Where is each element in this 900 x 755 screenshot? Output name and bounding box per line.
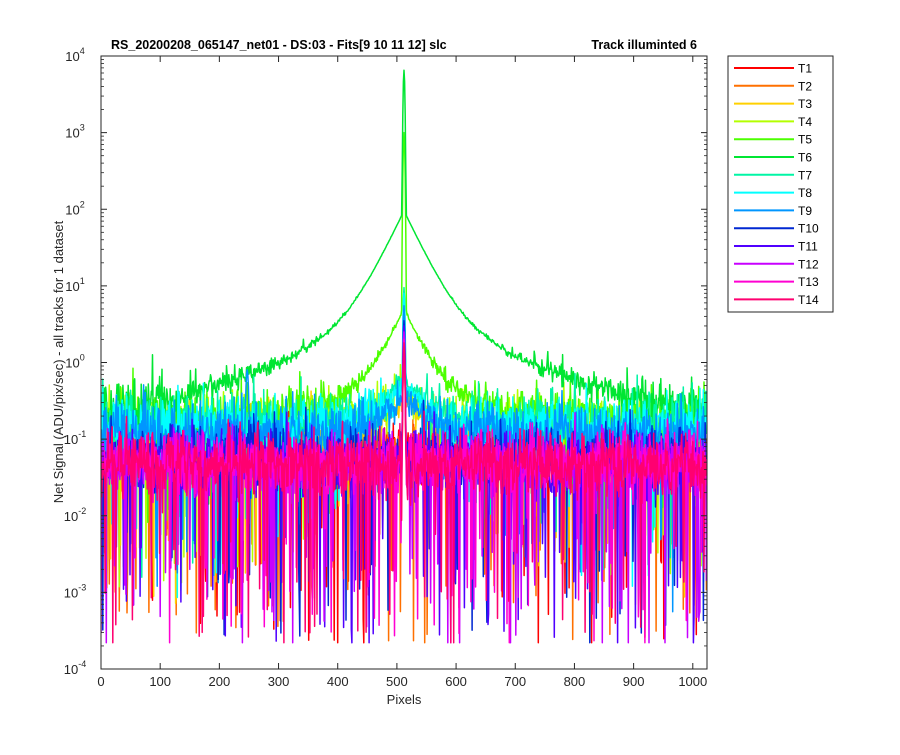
y-tick-base: 10 — [64, 585, 78, 600]
y-tick-base: 10 — [65, 126, 79, 141]
y-tick-exponent: -3 — [78, 582, 86, 592]
y-tick-base: 10 — [65, 356, 79, 371]
y-tick-exponent: 4 — [80, 46, 85, 56]
y-tick-label: 10-1 — [64, 429, 86, 447]
legend-label-t10: T10 — [798, 222, 819, 236]
y-tick-label: 100 — [65, 353, 84, 371]
legend-label-t13: T13 — [798, 275, 819, 289]
x-tick-label: 700 — [504, 674, 526, 689]
y-axis-label: Net Signal (ADU/pix/sec) - all tracks fo… — [51, 220, 66, 503]
x-tick-label: 0 — [97, 674, 104, 689]
legend-box — [727, 55, 834, 313]
legend-label-t11: T11 — [798, 240, 818, 254]
y-tick-label: 10-4 — [64, 659, 86, 677]
series-line-t14 — [101, 342, 707, 644]
legend-label-t5: T5 — [798, 133, 812, 147]
y-tick-label: 10-2 — [64, 506, 86, 524]
legend-label-t7: T7 — [798, 168, 812, 182]
y-tick-exponent: -2 — [78, 506, 86, 516]
axes-layer: 0 100 200 300 400 500 600 700 800 900 100010410310… — [64, 46, 708, 689]
chart-title-right: Track illuminted 6 — [591, 38, 697, 52]
y-tick-label: 102 — [65, 199, 84, 217]
y-tick-base: 10 — [64, 662, 78, 677]
y-tick-base: 10 — [64, 509, 78, 524]
y-tick-label: 104 — [65, 46, 84, 64]
y-tick-exponent: 1 — [80, 276, 85, 286]
x-tick-label: 600 — [445, 674, 467, 689]
legend-label-t12: T12 — [798, 257, 819, 271]
chart-title: RS_20200208_065147_net01 - DS:03 - Fits[… — [111, 38, 447, 52]
legend-label-t1: T1 — [798, 62, 812, 76]
x-tick-label: 900 — [623, 674, 645, 689]
x-tick-label: 500 — [386, 674, 408, 689]
legend-label-t8: T8 — [798, 186, 812, 200]
series-layer — [101, 69, 707, 644]
y-tick-exponent: -1 — [78, 429, 86, 439]
y-tick-base: 10 — [65, 49, 79, 64]
legend-label-t9: T9 — [798, 204, 812, 218]
x-tick-label: 400 — [327, 674, 349, 689]
x-tick-label: 200 — [209, 674, 231, 689]
y-tick-label: 101 — [65, 276, 84, 294]
series-line-t6 — [101, 69, 707, 457]
y-tick-exponent: 2 — [80, 199, 85, 209]
x-tick-label: 100 — [149, 674, 171, 689]
y-tick-exponent: -4 — [78, 659, 86, 669]
x-tick-label: 300 — [268, 674, 290, 689]
x-axis-label: Pixels — [387, 692, 422, 707]
y-tick-base: 10 — [65, 279, 79, 294]
legend-label-t4: T4 — [798, 115, 812, 129]
legend-label-t14: T14 — [798, 293, 819, 307]
legend-label-t6: T6 — [798, 151, 812, 165]
y-tick-base: 10 — [64, 432, 78, 447]
x-tick-label: 800 — [564, 674, 586, 689]
x-tick-label: 1000 — [678, 674, 707, 689]
legend-label-t2: T2 — [798, 79, 812, 93]
y-tick-base: 10 — [65, 202, 79, 217]
y-tick-exponent: 3 — [80, 123, 85, 133]
legend: T1 T2 T3 T4 T5 T6 T7 T8 T9 T10 T11 T12 T13 T14 — [727, 55, 834, 313]
y-tick-label: 10-3 — [64, 582, 86, 600]
y-tick-label: 103 — [65, 123, 84, 141]
y-tick-exponent: 0 — [80, 353, 85, 363]
legend-label-t3: T3 — [798, 97, 812, 111]
